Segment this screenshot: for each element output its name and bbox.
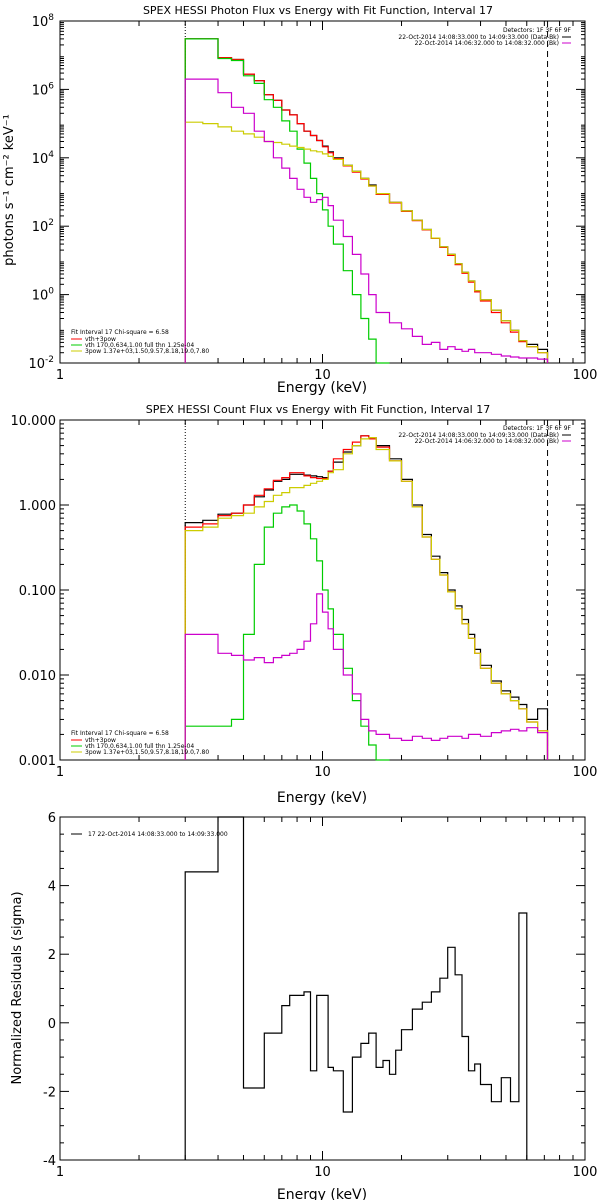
photon-flux-y-tick-label: 106 bbox=[32, 81, 55, 98]
photon-flux-y-tick-exponent: 0 bbox=[48, 287, 54, 297]
photon-flux-legend-bottom-left: Fit Interval 17 Chi-square = 6.58 vth+3p… bbox=[71, 329, 209, 355]
count-flux-legend-entry-bk: 22-Oct-2014 14:06:32.000 to 14:08:32.000… bbox=[415, 438, 559, 445]
residuals-legend-entry: 17 22-Oct-2014 14:08:33.000 to 14:09:33.… bbox=[88, 831, 228, 838]
count-flux-y-tick-label: 10.000 bbox=[11, 414, 57, 429]
photon-flux-y-tick-label: 10-2 bbox=[28, 355, 54, 372]
photon-flux-y-tick-exponent: 6 bbox=[48, 81, 54, 91]
residuals-y-label: Normalized Residuals (sigma) bbox=[10, 891, 25, 1084]
photon-flux-fit-entry-total: vth+3pow bbox=[85, 336, 116, 343]
count-flux-title: SPEX HESSI Count Flux vs Energy with Fit… bbox=[146, 403, 490, 416]
count-flux-legend-top-right: Detectors: 1F 3F 6F 9F 22-Oct-2014 14:08… bbox=[398, 425, 571, 445]
residuals-y-tick-label: 0 bbox=[48, 1017, 56, 1032]
count-flux-x-tick-label: 1 bbox=[56, 765, 64, 780]
residuals-y-tick-label: -2 bbox=[43, 1085, 56, 1100]
count-flux-panel: SPEX HESSI Count Flux vs Energy with Fit… bbox=[11, 403, 598, 806]
residuals-y-tick-label: 6 bbox=[48, 811, 56, 826]
photon-flux-series-3-histogram bbox=[184, 121, 549, 363]
photon-flux-y-tick-base: 10 bbox=[32, 15, 49, 30]
residuals-y-tick-label: 2 bbox=[48, 948, 56, 963]
photon-flux-series-4-histogram bbox=[184, 78, 549, 363]
photon-flux-series-2-histogram bbox=[184, 38, 390, 364]
count-flux-x-label: Energy (keV) bbox=[277, 790, 367, 806]
photon-flux-fit-entry-3pow: 3pow 1.37e+03,1.50,9.57,8.18,19.0,7.80 bbox=[85, 348, 209, 355]
photon-flux-title: SPEX HESSI Photon Flux vs Energy with Fi… bbox=[143, 4, 493, 17]
count-flux-x-tick-label: 10 bbox=[314, 765, 331, 780]
photon-flux-y-tick-exponent: 2 bbox=[48, 218, 54, 228]
photon-flux-panel: SPEX HESSI Photon Flux vs Energy with Fi… bbox=[2, 4, 597, 396]
photon-flux-y-tick-label: 102 bbox=[32, 218, 54, 235]
photon-flux-y-tick-label: 100 bbox=[32, 287, 55, 304]
photon-flux-x-tick-label: 100 bbox=[573, 368, 598, 383]
photon-flux-y-tick-label: 104 bbox=[32, 150, 55, 167]
count-flux-x-tick-label: 100 bbox=[573, 765, 598, 780]
photon-flux-x-tick-label: 10 bbox=[314, 368, 331, 383]
count-flux-y-tick-label: 1.000 bbox=[19, 499, 56, 514]
count-flux-fit-entry-total: vth+3pow bbox=[85, 737, 116, 744]
photon-flux-plot-frame bbox=[59, 20, 586, 364]
photon-flux-x-tick-label: 1 bbox=[56, 368, 64, 383]
count-flux-series-3-histogram bbox=[184, 437, 549, 760]
residuals-y-tick-label: -4 bbox=[43, 1154, 56, 1169]
photon-flux-series bbox=[184, 38, 549, 364]
photon-flux-detectors-label: Detectors: 1F 3F 6F 9F bbox=[503, 27, 572, 34]
residuals-x-tick-label: 100 bbox=[573, 1165, 598, 1180]
photon-flux-y-tick-base: 10 bbox=[32, 83, 49, 98]
photon-flux-y-tick-label: 108 bbox=[32, 13, 55, 30]
count-flux-y-tick-label: 0.100 bbox=[19, 584, 56, 599]
count-flux-vlines bbox=[184, 420, 549, 760]
photon-flux-y-tick-base: 10 bbox=[28, 357, 45, 372]
photon-flux-y-tick-base: 10 bbox=[32, 289, 49, 304]
photon-flux-fit-entry-vth: vth 170,0.634,1.00 full thn 1.25e-04 bbox=[85, 342, 194, 349]
residuals-y-tick-label: 4 bbox=[48, 880, 56, 895]
photon-flux-y-tick-exponent: 8 bbox=[48, 13, 54, 23]
residuals-series-0-histogram bbox=[184, 816, 528, 1160]
count-flux-series-1-histogram bbox=[184, 435, 549, 760]
count-flux-detectors-label: Detectors: 1F 3F 6F 9F bbox=[503, 425, 572, 432]
residuals-panel: 1 10 100 -4 -2 0 2 4 6 Energy (keV) Normalized R… bbox=[10, 811, 597, 1200]
count-flux-y-tick-label: 0.010 bbox=[19, 669, 56, 684]
photon-flux-y-tick-exponent: -2 bbox=[45, 355, 54, 365]
residuals-legend: 17 22-Oct-2014 14:08:33.000 to 14:09:33.… bbox=[71, 831, 228, 838]
photon-flux-legend-top-right: Detectors: 1F 3F 6F 9F 22-Oct-2014 14:08… bbox=[398, 27, 571, 47]
photon-flux-series-1-histogram bbox=[184, 38, 549, 363]
count-flux-y-tick-label: 0.001 bbox=[19, 754, 56, 769]
count-flux-series-0-histogram bbox=[184, 435, 549, 760]
photon-flux-vlines bbox=[184, 21, 549, 363]
residuals-ticks: 1 10 100 -4 -2 0 2 4 6 bbox=[43, 811, 597, 1180]
count-flux-fit-entry-vth: vth 170,0.634,1.00 full thn 1.25e-04 bbox=[85, 743, 194, 750]
count-flux-fit-entry-3pow: 3pow 1.37e+03,1.50,9.57,8.18,19.0,7.80 bbox=[85, 749, 209, 756]
count-flux-legend-entry-data: 22-Oct-2014 14:08:33.000 to 14:09:33.000… bbox=[398, 432, 559, 439]
count-flux-series-4-histogram bbox=[184, 593, 549, 760]
photon-flux-y-label: photons s⁻¹ cm⁻² keV⁻¹ bbox=[2, 114, 17, 266]
count-flux-series bbox=[184, 435, 549, 761]
photon-flux-fit-header: Fit Interval 17 Chi-square = 6.58 bbox=[71, 329, 169, 336]
photon-flux-y-tick-base: 10 bbox=[32, 220, 49, 235]
photon-flux-legend-entry-bk: 22-Oct-2014 14:06:32.000 to 14:08:32.000… bbox=[415, 40, 559, 47]
photon-flux-y-tick-base: 10 bbox=[32, 152, 49, 167]
count-flux-legend-bottom-left: Fit Interval 17 Chi-square = 6.58 vth+3p… bbox=[71, 730, 209, 756]
photon-flux-x-label: Energy (keV) bbox=[277, 380, 367, 396]
residuals-plot-frame bbox=[59, 816, 586, 1161]
residuals-series bbox=[184, 816, 528, 1160]
residuals-x-label: Energy (keV) bbox=[277, 1187, 367, 1200]
photon-flux-legend-entry-data: 22-Oct-2014 14:08:33.000 to 14:09:33.000… bbox=[398, 34, 559, 41]
count-flux-series-2-histogram bbox=[184, 504, 390, 761]
photon-flux-series-0-histogram bbox=[184, 38, 549, 363]
residuals-x-tick-label: 1 bbox=[56, 1165, 64, 1180]
count-flux-fit-header: Fit Interval 17 Chi-square = 6.58 bbox=[71, 730, 169, 737]
residuals-x-tick-label: 10 bbox=[314, 1165, 331, 1180]
photon-flux-y-tick-exponent: 4 bbox=[48, 150, 54, 160]
count-flux-ticks: 1 10 100 0.001 0.010 0.100 1.000 10.000 bbox=[11, 414, 598, 780]
